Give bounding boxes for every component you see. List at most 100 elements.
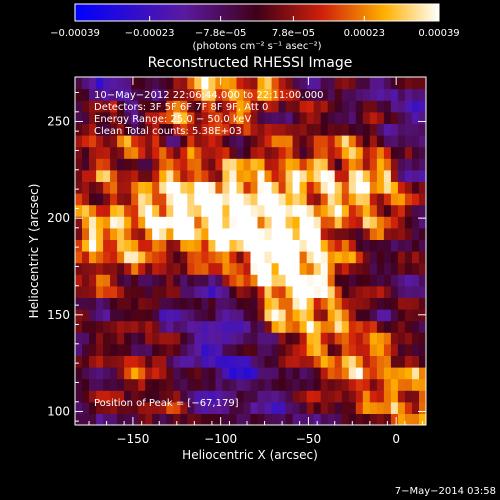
heatmap-cell: [264, 88, 273, 101]
heatmap-cell: [264, 158, 273, 171]
heatmap-cell: [285, 100, 294, 113]
heatmap-cell: [82, 297, 90, 310]
heatmap-cell: [362, 274, 371, 287]
heatmap-cell: [412, 123, 420, 136]
heatmap-cell: [124, 169, 132, 182]
heatmap-cell: [215, 111, 223, 124]
heatmap-cell: [187, 158, 195, 171]
heatmap-cell: [369, 158, 378, 171]
heatmap-cell: [145, 343, 153, 356]
heatmap-cell: [306, 309, 315, 322]
heatmap-cell: [306, 169, 315, 182]
heatmap-cell: [376, 193, 385, 206]
heatmap-cell: [306, 390, 315, 403]
heatmap-cell: [419, 135, 426, 148]
heatmap-cell: [355, 297, 364, 310]
annotation-line: 10−May−2012 22:06:44.000 to 22:11:00.000: [94, 90, 324, 101]
heatmap-cell: [138, 390, 146, 403]
heatmap-cell: [236, 251, 245, 264]
heatmap-cell: [383, 413, 392, 425]
heatmap-cell: [159, 378, 167, 391]
heatmap-cell: [341, 239, 350, 252]
heatmap-cell: [271, 320, 280, 333]
heatmap-cell: [250, 111, 259, 124]
heatmap-cell: [131, 309, 139, 322]
heatmap-cell: [348, 169, 357, 182]
heatmap-cell: [166, 100, 174, 113]
heatmap-cell: [166, 193, 174, 206]
heatmap-cell: [412, 227, 420, 240]
heatmap-cell: [215, 193, 223, 206]
heatmap-cell: [145, 401, 153, 414]
heatmap-cell: [159, 216, 167, 229]
heatmap-cell: [334, 204, 343, 217]
heatmap-cell: [75, 320, 83, 333]
heatmap-cell: [201, 100, 209, 113]
heatmap-cell: [327, 88, 336, 101]
heatmap-cell: [404, 390, 413, 403]
heatmap-cell: [348, 88, 357, 101]
heatmap-cell: [145, 77, 153, 90]
heatmap-cell: [138, 251, 146, 264]
heatmap-cell: [145, 158, 153, 171]
heatmap-cell: [117, 216, 125, 229]
heatmap-cell: [166, 239, 174, 252]
heatmap-cell: [229, 309, 237, 322]
heatmap-cell: [278, 274, 287, 287]
heatmap-cell: [173, 309, 181, 322]
heatmap-cell: [355, 367, 364, 380]
heatmap-cell: [208, 193, 216, 206]
heatmap-cell: [75, 355, 83, 368]
heatmap-cell: [271, 204, 280, 217]
heatmap-cell: [173, 251, 181, 264]
heatmap-cell: [257, 227, 266, 240]
heatmap-cell: [355, 216, 364, 229]
heatmap-cell: [131, 332, 139, 345]
heatmap-cell: [419, 332, 426, 345]
heatmap-cell: [327, 77, 336, 90]
heatmap-cell: [306, 413, 315, 425]
heatmap-cell: [390, 367, 399, 380]
heatmap-cell: [138, 367, 146, 380]
heatmap-cell: [278, 204, 287, 217]
heatmap-cell: [271, 262, 280, 275]
heatmap-cell: [383, 309, 392, 322]
heatmap-cell: [250, 193, 259, 206]
heatmap-cell: [124, 100, 132, 113]
heatmap-cell: [313, 378, 322, 391]
heatmap-cell: [412, 343, 420, 356]
heatmap-cell: [166, 390, 174, 403]
heatmap-cell: [313, 146, 322, 159]
heatmap-cell: [264, 123, 273, 136]
heatmap-cell: [250, 146, 259, 159]
heatmap-cell: [397, 111, 406, 124]
heatmap-cell: [208, 320, 216, 333]
heatmap-cell: [383, 367, 392, 380]
heatmap-cell: [166, 146, 174, 159]
heatmap-cell: [348, 181, 357, 194]
heatmap-cell: [327, 367, 336, 380]
heatmap-cell: [229, 251, 237, 264]
heatmap-cell: [166, 111, 174, 124]
heatmap-cell: [96, 123, 104, 136]
heatmap-cell: [222, 285, 230, 298]
heatmap-cell: [341, 146, 350, 159]
heatmap-cell: [376, 111, 385, 124]
heatmap-cell: [369, 343, 378, 356]
heatmap-cell: [306, 367, 315, 380]
heatmap-cell: [285, 285, 294, 298]
heatmap-cell: [369, 320, 378, 333]
heatmap-cell: [222, 158, 230, 171]
heatmap-cell: [412, 309, 420, 322]
heatmap-cell: [236, 193, 245, 206]
heatmap-cell: [250, 123, 259, 136]
heatmap-cell: [173, 285, 181, 298]
heatmap-cell: [82, 100, 90, 113]
heatmap-cell: [201, 135, 209, 148]
heatmap-cell: [236, 100, 245, 113]
heatmap-cell: [208, 251, 216, 264]
heatmap-cell: [89, 227, 97, 240]
heatmap-cell: [313, 100, 322, 113]
heatmap-cell: [341, 158, 350, 171]
heatmap-cell: [327, 239, 336, 252]
